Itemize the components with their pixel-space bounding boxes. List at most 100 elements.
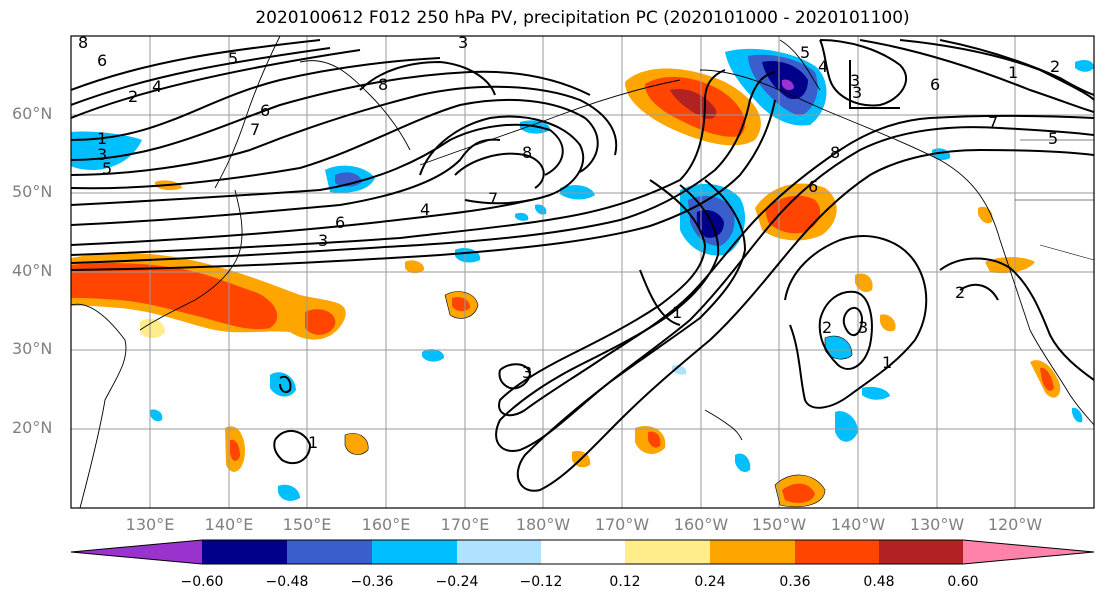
contour-label: 2 [128,87,138,106]
contour-label: 3 [97,145,107,164]
contour-label: 7 [250,120,260,139]
shade-cell [405,260,425,274]
lon-label-160w: 160°W [673,515,729,534]
shade-cell [345,433,369,455]
lat-label-20n: 20°N [12,418,53,437]
shade-cell [535,204,547,215]
shade-cell [1075,60,1094,72]
lon-label-160e: 160°E [361,515,411,534]
contour-label-group: 8 6 5 4 2 1 3 5 6 7 4 3 8 7 6 3 8 5 4 3 … [78,33,1060,452]
colorbar [70,539,1095,565]
colorbar-swatch-6 [625,540,710,564]
shade-cell [1040,367,1054,391]
shade-cell [782,483,815,503]
colorbar-tick-label: 0.60 [947,574,979,590]
contour-label: 1 [97,129,107,148]
shade-cell [880,314,896,332]
shade-cell [1072,407,1083,423]
lon-label-130w: 130°W [909,515,965,534]
contour-label: 1 [1008,63,1018,82]
contour-label: 5 [228,49,238,68]
plot-frame [70,35,1095,509]
shade-japan-red2 [305,309,336,335]
contour-label: 3 [458,33,468,52]
contour-label: 6 [335,213,345,232]
colorbar-swatch-8 [795,540,879,564]
shade-japan-yellow [140,318,165,338]
contour-label: 2 [822,318,832,337]
colorbar-swatch-1 [202,540,287,564]
contour-outlines [344,291,853,508]
contour-label: 1 [672,303,682,322]
shade-cell [825,335,852,360]
shade-cell [835,411,858,442]
colorbar-tick-label: 0.12 [609,574,641,590]
map-title: 2020100612 F012 250 hPa PV, precipitatio… [255,8,910,28]
shade-cell [515,212,529,221]
shade-cp-dark [696,210,724,238]
colorbar-swatch-4 [457,540,541,564]
contour-label: 4 [818,57,828,76]
shade-cell [648,431,661,448]
contour-label: 6 [97,51,107,70]
contour-label: 5 [102,159,112,178]
contour-label: 3 [850,71,860,90]
contour-label: 4 [420,200,430,219]
lat-label-50n: 50°N [12,182,53,201]
contour-label: 6 [260,101,270,120]
shade-japan-red [71,263,278,330]
lon-label-180w: 180°W [515,515,571,534]
shade-cell [855,273,873,293]
colorbar-tick-label: 0.36 [779,574,811,590]
contour-label: 5 [800,43,810,62]
shade-cell [862,386,890,400]
colorbar-tick-label: −0.36 [350,574,394,590]
lat-label-30n: 30°N [12,339,53,358]
colorbar-tick-label: −0.24 [435,574,479,590]
colorbar-swatch-2 [287,540,372,564]
shade-cell [230,439,240,461]
shade-cell [422,349,445,362]
contour-label: 1 [308,433,318,452]
shade-cell [278,484,300,501]
gridlines [71,36,1094,508]
pv-contours [71,39,1094,492]
contour-label: 7 [488,189,498,208]
lat-label-60n: 60°N [12,104,53,123]
contour-label: 3 [318,231,328,250]
lon-label-150w: 150°W [751,515,807,534]
contour-label: 2 [1050,57,1060,76]
colorbar-swatch-3 [372,540,457,564]
contour-label: 3 [852,83,862,102]
contour-label: 5 [1048,129,1058,148]
shade-cell [672,365,687,375]
lat-label-40n: 40°N [12,261,53,280]
shade-gulf-purple [782,79,794,91]
shade-cell [560,185,595,200]
contour-label: 8 [378,75,388,94]
contour-label: 1 [882,353,892,372]
contour-label: 8 [830,143,840,162]
colorbar-tick-label: −0.60 [180,574,224,590]
contour-label: 3 [858,318,868,337]
lon-label-120w: 120°W [987,515,1043,534]
lon-label-140e: 140°E [204,515,254,534]
contour-label: 6 [808,177,818,196]
contour-label: 6 [930,75,940,94]
colorbar-swatch-7 [710,540,795,564]
lon-label-150e: 150°E [282,515,332,534]
lon-label-170w: 170°W [594,515,650,534]
colorbar-swatch-9 [879,540,963,564]
colorbar-tick-label: 0.48 [863,574,895,590]
colorbar-tick-label: 0.24 [694,574,726,590]
colorbar-tick-label: −0.48 [265,574,309,590]
contour-label: 7 [988,113,998,132]
contour-label: 8 [522,143,532,162]
contour-label: 8 [78,33,88,52]
colorbar-frame [70,539,1095,565]
lon-label-140w: 140°W [830,515,886,534]
colorbar-swatch-5 [541,540,625,564]
contour-label: 2 [955,283,965,302]
shade-cell [150,409,163,422]
colorbar-swatch-10 [963,540,1094,564]
